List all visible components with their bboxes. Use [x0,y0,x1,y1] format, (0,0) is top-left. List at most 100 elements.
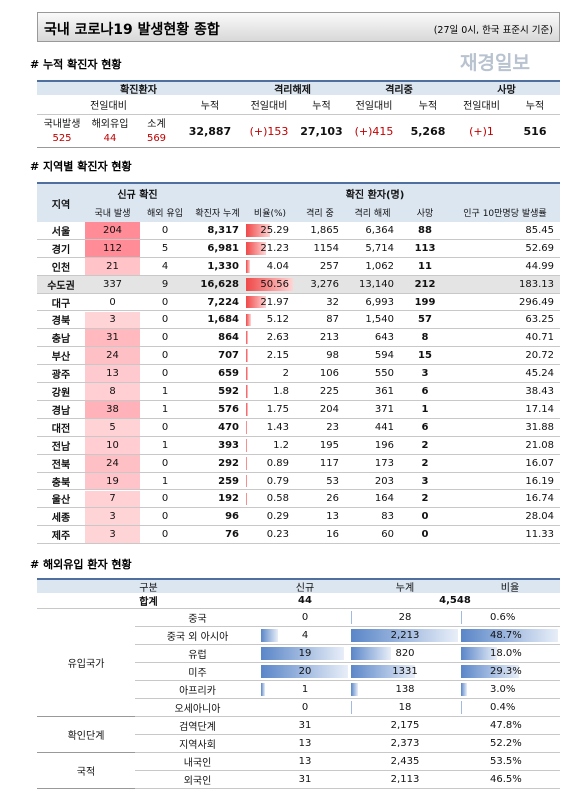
cell: 1.8 [245,383,295,401]
cell-text: 31.88 [525,421,554,433]
cell-text: 21 [106,260,119,272]
cell-text: 569 [146,133,167,144]
cell-text: 미주 [188,668,207,679]
heading: # 누적 확진자 현황 [30,58,122,71]
cell-text: 사망 [497,85,516,95]
cell: 3 [85,508,140,527]
cell-text: 0.79 [266,475,289,487]
cell: 40.71 [450,329,560,348]
cell: 8 [400,329,450,348]
cell: 11.33 [450,526,560,545]
cell: 19 [85,472,140,491]
cell-text: 경남 [51,405,71,417]
cell: 전북 [37,455,85,473]
cell-text: 내국인 [183,758,212,769]
col-header: 확진 환자(명) [190,182,560,202]
cell-text: 46.5% [490,774,522,785]
cell-text: 183.13 [519,278,554,290]
cell: 0 [140,222,190,240]
cell-text: 4,548 [439,595,471,606]
data-bar [246,241,266,255]
cell: 4 [260,627,350,645]
cell: 아프리카 [135,681,260,699]
cell: 6 [400,419,450,437]
cell-text: 격리중 [385,85,413,95]
data-bar [461,683,467,696]
cell: 4.04 [245,258,295,276]
cell-text: 15 [418,350,432,362]
cell: 0.6% [460,609,560,627]
cell-text: 7,224 [207,296,239,308]
cell: 76 [190,526,245,545]
cell: 441 [345,419,400,437]
cell-text: 중국 외 아시아 [166,632,229,643]
cell-text: 87 [326,314,339,326]
cell: 2,175 [350,717,460,735]
group-header: 격리해제 [240,80,345,95]
cell-text: 26 [326,493,339,505]
cell: 내국인 [135,753,260,771]
cell-text: 13,140 [359,278,394,290]
cell-text: 53.5% [490,756,522,767]
cell: 대구 [37,294,85,312]
cell-text: 2,373 [390,738,420,749]
cell-text: 16.19 [525,475,554,487]
cell-text: 76 [225,529,239,541]
cell: 25.29 [245,222,295,240]
cell-text: 25.29 [260,224,289,236]
cell-text: 외국인 [183,776,212,787]
cell: 864 [190,329,245,348]
cell: 부산 [37,347,85,366]
cell: 4 [140,258,190,276]
cell-text: 8 [421,332,429,344]
cell-text: 누계 [395,583,415,593]
cell: 2,213 [350,627,460,645]
cell: 50.56 [245,275,295,294]
cell: 1,540 [345,312,400,330]
cell: 외국인 [135,771,260,789]
cell-text: 0 [421,529,429,541]
cell: 5.12 [245,312,295,330]
cell: 울산 [37,491,85,509]
data-bar [246,456,247,470]
cell: 세종 [37,508,85,527]
col-header: 비율 [460,578,560,593]
cell-text: 사망 [416,208,434,219]
cell: 53.5% [460,753,560,771]
cell-text: 확진환자 [120,85,157,95]
cell: 충남 [37,329,85,348]
data-bar [246,224,270,237]
cell-text: 13 [326,511,339,523]
cell: 9 [140,275,190,294]
cell-text: 60 [381,529,394,541]
cell-text: 52.2% [490,738,522,749]
cell: 대전 [37,419,85,437]
cell-text: 1 [301,684,309,695]
col-header: 지역 [37,182,85,222]
cell-text: 확인단계 [67,731,105,742]
cell: 0 [85,294,140,312]
cell-text: 44.99 [525,260,554,272]
cell-text: 1 [161,403,169,415]
cell-text: 20 [298,666,312,677]
cell: 0.23 [245,526,295,545]
cell-text: 울산 [51,495,71,507]
cell-text: 0.89 [266,457,289,469]
data-bar [461,665,520,678]
cell: 오세아니아 [135,699,260,717]
cell-text: 0.4% [490,702,516,713]
cell: 2,435 [350,753,460,771]
col-header: 누적 [180,95,240,115]
cell: 11 [400,258,450,276]
cell-text: 1.75 [266,403,289,415]
col-header: 전일대비 [345,95,403,115]
cell-text: 격리해제 [274,85,311,95]
cell-text: 820 [395,648,415,659]
cell-text: 38 [106,403,119,415]
cell: 296.49 [450,294,560,312]
cell: 1 [140,383,190,401]
value: (+)1 [453,115,510,148]
cell: 707 [190,347,245,366]
cell: 20 [260,663,350,681]
cell: 113 [400,240,450,258]
